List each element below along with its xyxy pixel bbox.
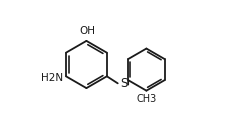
Text: CH3: CH3 xyxy=(137,94,157,104)
Text: S: S xyxy=(121,77,128,90)
Text: OH: OH xyxy=(80,26,96,36)
Text: H2N: H2N xyxy=(41,73,63,83)
